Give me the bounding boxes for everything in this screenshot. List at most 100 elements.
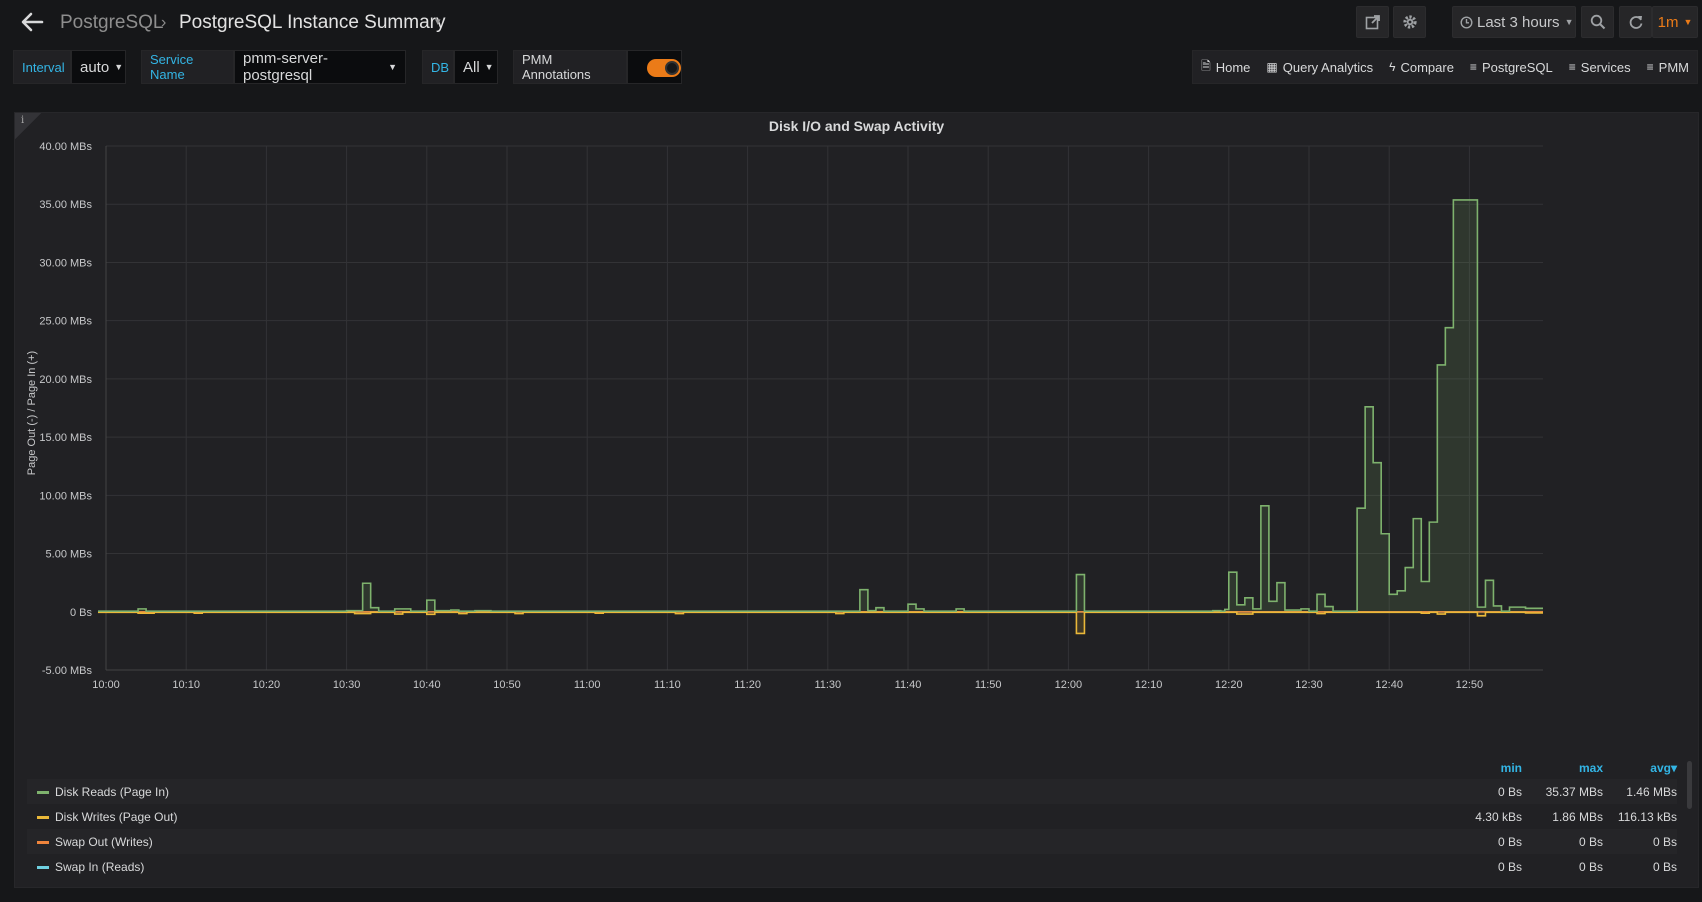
legend-header-max[interactable]: max [1578, 761, 1603, 775]
refresh-icon [1629, 16, 1642, 29]
db-variable-label: DB [422, 50, 454, 84]
series-area-disk-reads-page-in [98, 199, 1543, 612]
doc-icon: 🗎 [1201, 58, 1211, 73]
dashboard-title[interactable]: PostgreSQL Instance Summary [179, 12, 446, 33]
legend-series-name[interactable]: Disk Writes (Page Out) [55, 810, 178, 824]
zoom-out-icon [1590, 14, 1605, 30]
legend-avg-value: 116.13 kBs [1617, 810, 1677, 824]
db-select[interactable]: All ▼ [454, 50, 498, 84]
series-color-swatch[interactable] [37, 791, 49, 794]
panel-title[interactable]: Disk I/O and Swap Activity [768, 118, 945, 134]
bars-icon: ≡ [1469, 60, 1477, 74]
bolt-icon: ϟ [1389, 60, 1396, 74]
interval-variable-label: Interval [13, 50, 71, 84]
series-color-swatch[interactable] [37, 816, 49, 819]
gear-icon [1402, 15, 1417, 29]
legend-max-value: 0 Bs [1578, 835, 1603, 849]
x-tick-label: 12:20 [1215, 679, 1243, 691]
link-services[interactable]: ≡ Services [1561, 51, 1639, 83]
link-query-analytics[interactable]: ▦ Query Analytics [1258, 51, 1381, 83]
legend-series-name[interactable]: Swap In (Reads) [55, 860, 145, 874]
x-tick-label: 11:40 [895, 679, 922, 691]
link-label: Home [1215, 59, 1251, 75]
share-button[interactable] [1356, 6, 1389, 38]
link-label: Services [1580, 59, 1631, 75]
y-tick-label: 25.00 MBs [39, 316, 92, 328]
grid-icon: ▦ [1266, 60, 1278, 74]
bars-icon: ≡ [1568, 60, 1576, 74]
y-axis-label: Page Out (-) / Page In (+) [26, 351, 38, 475]
y-tick-label: 15.00 MBs [39, 432, 92, 444]
series-line-disk-writes-page-out [98, 611, 1543, 635]
chevron-down-icon: ▼ [388, 62, 397, 72]
pmm-annotations-label: PMM Annotations [513, 50, 627, 84]
link-home[interactable]: 🗎 Home [1193, 51, 1258, 83]
link-compare[interactable]: ϟ Compare [1381, 51, 1462, 83]
chevron-down-icon: ▼ [484, 62, 494, 72]
legend-avg-value: 0 Bs [1652, 835, 1677, 849]
series-color-swatch[interactable] [37, 866, 49, 869]
link-label: PostgreSQL [1481, 59, 1553, 75]
x-tick-label: 10:30 [333, 679, 361, 691]
refresh-button[interactable] [1619, 6, 1652, 38]
y-tick-label: 20.00 MBs [39, 374, 92, 386]
back-arrow-icon[interactable] [18, 8, 46, 36]
clock-icon [1460, 15, 1473, 29]
x-tick-label: 11:50 [975, 679, 1002, 691]
interval-select[interactable]: auto ▼ [71, 50, 126, 84]
legend-header-min[interactable]: min [1500, 761, 1522, 775]
legend-row: Swap In (Reads) 0 Bs 0 Bs 0 Bs [27, 854, 1677, 879]
link-postgresql[interactable]: ≡ PostgreSQL [1462, 51, 1561, 83]
legend-series-name[interactable]: Disk Reads (Page In) [55, 785, 170, 799]
legend-row: Disk Reads (Page In) 0 Bs 35.37 MBs 1.46 MB… [27, 779, 1677, 804]
x-tick-label: 12:50 [1456, 679, 1484, 691]
graph-legend: min max avg▾ Disk Reads (Page In) 0 Bs 35.… [27, 757, 1677, 879]
legend-row: Swap Out (Writes) 0 Bs 0 Bs 0 Bs [27, 829, 1677, 854]
disk-io-chart[interactable]: -5.00 MBs 0 Bs 5.00 MBs 10.00 MBs 15.00 MBs 2… [15, 113, 1700, 753]
x-tick-label: 11:10 [654, 679, 681, 691]
pmm-annotations-toggle-wrapper [627, 50, 682, 84]
legend-avg-value: 1.46 MBs [1626, 785, 1677, 799]
refresh-interval-picker[interactable]: 1m ▼ [1652, 6, 1698, 38]
x-tick-label: 11:20 [734, 679, 761, 691]
legend-min-value: 4.30 kBs [1475, 810, 1522, 824]
x-tick-label: 12:30 [1295, 679, 1323, 691]
x-tick-label: 10:10 [172, 679, 200, 691]
x-tick-label: 10:40 [413, 679, 441, 691]
title-caret-icon[interactable]: ▾ [435, 16, 441, 28]
panel-info-corner[interactable]: i [15, 113, 41, 139]
service-name-variable-label: Service Name [141, 50, 234, 84]
x-tick-label: 12:10 [1135, 679, 1163, 691]
legend-header-avg[interactable]: avg▾ [1650, 761, 1677, 775]
breadcrumb-folder[interactable]: PostgreSQL [60, 12, 164, 33]
series-color-swatch[interactable] [37, 841, 49, 844]
template-variables-bar: Interval auto ▼ Service Name pmm-server-… [0, 50, 1702, 86]
service-name-value: pmm-server-postgresql [243, 50, 328, 84]
x-tick-label: 12:40 [1375, 679, 1403, 691]
legend-max-value: 35.37 MBs [1545, 785, 1603, 799]
pmm-annotations-toggle[interactable] [647, 59, 681, 77]
legend-scrollbar[interactable] [1687, 761, 1692, 809]
legend-series-name[interactable]: Swap Out (Writes) [55, 835, 153, 849]
db-value: All [463, 58, 480, 76]
chevron-down-icon: ▼ [1564, 17, 1574, 27]
y-tick-label: -5.00 MBs [42, 665, 93, 677]
legend-max-value: 0 Bs [1578, 860, 1603, 874]
top-navbar: PostgreSQL › PostgreSQL Instance Summary… [0, 0, 1702, 46]
chevron-down-icon: ▼ [114, 62, 124, 72]
link-label: Query Analytics [1282, 59, 1374, 75]
link-pmm[interactable]: ≡ PMM [1639, 51, 1697, 83]
series-area-disk-writes-page-out [98, 611, 1543, 634]
time-range-picker[interactable]: Last 3 hours ▼ [1452, 6, 1576, 38]
y-tick-label: 40.00 MBs [39, 141, 92, 153]
zoom-out-button[interactable] [1581, 6, 1614, 38]
graph-panel: i Disk I/O and Swap Activity -5.00 MBs 0 … [14, 112, 1699, 888]
info-icon: i [21, 115, 25, 126]
legend-avg-value: 0 Bs [1652, 860, 1677, 874]
link-label: Compare [1400, 59, 1454, 75]
service-name-select[interactable]: pmm-server-postgresql ▼ [234, 50, 406, 84]
x-tick-label: 12:00 [1055, 679, 1083, 691]
settings-button[interactable] [1393, 6, 1426, 38]
refresh-interval-label: 1m [1657, 13, 1679, 31]
time-range-label: Last 3 hours [1477, 13, 1560, 31]
